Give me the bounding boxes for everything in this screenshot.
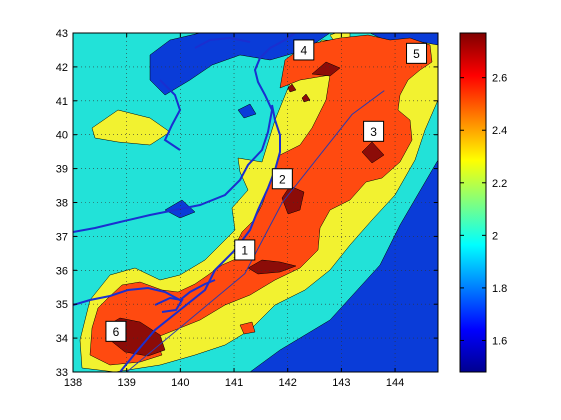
marker-1: 1: [234, 239, 256, 261]
contour-blue-upper: [149, 33, 331, 96]
contour-darkred-small-b: [301, 93, 311, 103]
coastline-honshu-west: [73, 33, 296, 233]
colorbar-gradient: [459, 32, 487, 373]
x-axis: 138 139 140 141 142 143 144: [64, 33, 404, 389]
y-tick-label: 43: [56, 28, 68, 40]
x-tick-label: 140: [171, 377, 189, 389]
coastline-izu: [154, 296, 184, 313]
marker-4: 4: [293, 39, 315, 61]
marker-label: 3: [370, 125, 377, 139]
marker-label: 5: [413, 47, 420, 61]
colorbar-tick-label: 2.2: [492, 178, 507, 190]
y-tick-label: 42: [56, 62, 68, 74]
contour-darkred-small-a: [287, 83, 297, 93]
colorbar-tick-label: 2: [492, 230, 498, 242]
colorbar-tick-label: 2.4: [492, 125, 507, 137]
contour-blue-lower-right: [249, 159, 438, 372]
x-tick-label: 139: [117, 377, 135, 389]
coastline-kanto: [73, 279, 216, 306]
y-tick-label: 37: [56, 231, 68, 243]
x-tick-label: 143: [332, 377, 350, 389]
marker-label: 2: [279, 172, 286, 186]
marker-6: 6: [105, 320, 127, 342]
x-tick-label: 138: [64, 377, 82, 389]
marker-box: [234, 239, 256, 261]
contour-blue-small-mid: [237, 103, 257, 119]
contour-orange-main: [89, 34, 433, 366]
contour-orange-small: [239, 321, 256, 335]
marker-5: 5: [406, 42, 428, 64]
contour-yellow-upper-left: [91, 109, 171, 146]
colorbar-ticks: 1.6 1.8 2 2.2 2.4 2.6: [460, 73, 507, 347]
trench-line: [126, 90, 385, 372]
marker-3: 3: [363, 120, 385, 142]
coastline-korea-side: [159, 79, 182, 151]
marker-box: [293, 39, 315, 61]
contour-darkred-4: [311, 61, 341, 77]
y-tick-label: 36: [56, 265, 68, 277]
contour-darkred-1: [247, 259, 297, 275]
colorbar-tick-label: 2.6: [492, 73, 507, 85]
y-tick-label: 33: [56, 367, 68, 379]
colorbar-tick-label: 1.8: [492, 283, 507, 295]
marker-layer: 1 2 3 4 5 6: [105, 39, 428, 342]
y-tick-label: 38: [56, 198, 68, 210]
colorbar: 1.6 1.8 2 2.2 2.4 2.6: [459, 32, 507, 373]
grid-lines: [73, 33, 438, 372]
x-tick-label: 141: [225, 377, 243, 389]
marker-box: [406, 42, 428, 64]
y-tick-label: 41: [56, 96, 68, 108]
coastline-hokkaido-south: [194, 36, 251, 49]
marker-box: [363, 120, 385, 142]
marker-box: [105, 320, 127, 342]
coastline-honshu-east: [119, 104, 281, 372]
x-tick-label: 142: [279, 377, 297, 389]
marker-label: 1: [241, 243, 248, 257]
y-tick-label: 39: [56, 164, 68, 176]
y-tick-label: 35: [56, 299, 68, 311]
marker-label: 4: [300, 43, 307, 57]
x-tick-label: 144: [386, 377, 404, 389]
y-tick-label: 40: [56, 130, 68, 142]
colorbar-tick-label: 1.6: [492, 335, 507, 347]
coastline: [73, 33, 296, 372]
y-tick-label: 34: [56, 333, 68, 345]
marker-box: [271, 168, 293, 190]
marker-2: 2: [271, 168, 293, 190]
marker-label: 6: [113, 325, 120, 339]
contour-darkred-3: [361, 141, 385, 164]
